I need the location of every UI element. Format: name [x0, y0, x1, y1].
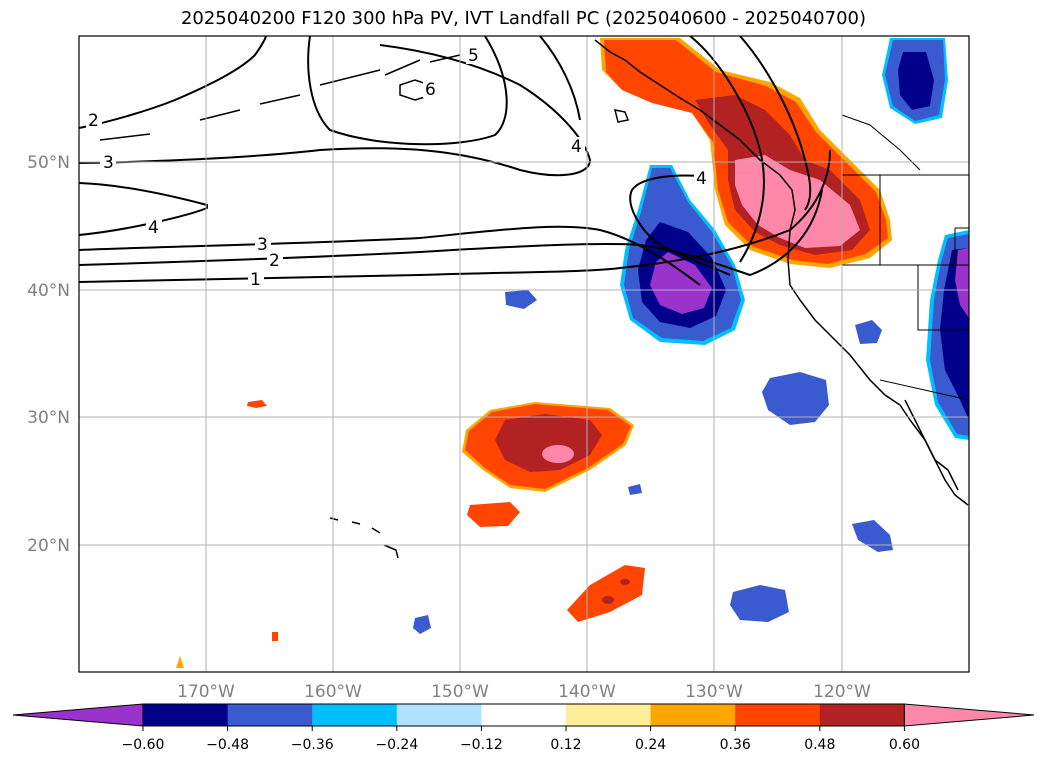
contour-label: 3: [257, 235, 268, 255]
colorbar-tick-label: −0.48: [206, 737, 249, 753]
map-frame: [78, 35, 970, 673]
colorbar-segment: [227, 704, 313, 726]
lon-label: 120°W: [813, 682, 871, 702]
colorbar-segment: [735, 704, 821, 726]
colorbar-tick-label: −0.12: [460, 737, 503, 753]
gridlines: [79, 36, 969, 672]
contour-label: 1: [250, 270, 261, 290]
colorbar-extend-high: [903, 703, 1035, 727]
contour-label: 4: [148, 218, 159, 238]
colorbar-tick-label: 0.60: [889, 737, 920, 753]
map-background: [79, 36, 969, 672]
lat-label: 20°N: [27, 536, 70, 556]
colorbar-tick-label: −0.36: [291, 737, 334, 753]
colorbar-tick-label: 0.36: [720, 737, 751, 753]
contour-label: 4: [571, 137, 582, 157]
longitude-labels: 170°W 160°W 150°W 140°W 130°W 120°W: [177, 682, 871, 702]
colorbar-segment: [819, 704, 905, 726]
colorbar-segment: [312, 704, 398, 726]
pv-contours: [79, 36, 831, 286]
positive-anomaly-subtropical: [462, 402, 634, 492]
latitude-labels: 50°N 40°N 30°N 20°N: [27, 153, 70, 556]
lon-label: 150°W: [431, 682, 489, 702]
colorbar-segment: [566, 704, 652, 726]
contour-label: 6: [425, 80, 436, 100]
lon-label: 130°W: [685, 682, 743, 702]
colorbar-segment: [650, 704, 736, 726]
negative-anomaly-northeast: [882, 38, 948, 124]
small-anomaly-blobs: [176, 290, 893, 668]
colorbar-tick-label: −0.60: [122, 737, 165, 753]
colorbar-tick-label: 0.48: [804, 737, 835, 753]
contour-label: 2: [269, 251, 280, 271]
colorbar-extend-low: [12, 703, 144, 727]
colorbar: −0.60 −0.48 −0.36 −0.24 −0.12 0.12 0.24 0.36 0.4…: [12, 703, 1035, 753]
colorbar-tick-label: 0.12: [550, 737, 581, 753]
colorbar-segment: [396, 704, 482, 726]
contour-label: 5: [468, 46, 479, 66]
lat-label: 40°N: [27, 281, 70, 301]
contour-label-group: 2 3 4 3 2 1 5 6 4 4: [86, 46, 710, 290]
contour-label: 2: [88, 111, 99, 131]
colorbar-outline: [142, 703, 905, 727]
colorbar-tick-label: −0.24: [375, 737, 418, 753]
lon-label: 170°W: [177, 682, 235, 702]
lat-label: 30°N: [27, 408, 70, 428]
lon-label: 160°W: [304, 682, 362, 702]
lat-label: 50°N: [27, 153, 70, 173]
contour-label: 4: [696, 169, 707, 189]
lon-label: 140°W: [558, 682, 616, 702]
map-title: 2025040200 F120 300 hPa PV, IVT Landfall…: [180, 8, 867, 29]
colorbar-segment: [481, 704, 567, 726]
colorbar-segment: [143, 704, 229, 726]
contour-label: 3: [103, 153, 114, 173]
colorbar-tick-label: 0.24: [635, 737, 666, 753]
